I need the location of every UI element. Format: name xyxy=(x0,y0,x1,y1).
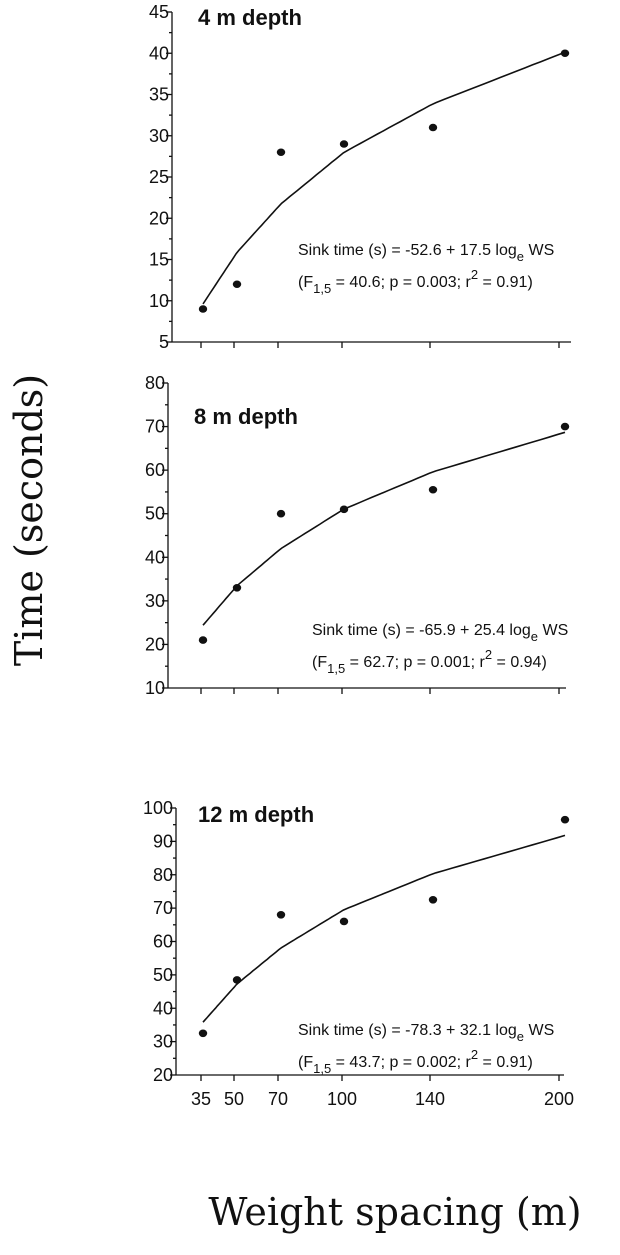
stats-tail: = 0.91) xyxy=(478,1054,533,1071)
data-point xyxy=(232,976,242,984)
data-point xyxy=(232,280,242,289)
panel-1: 5 10 15 20 25 30 35 40 45 4 m depth Sink time (s) … xyxy=(149,2,571,352)
y-tick-label: 60 xyxy=(145,460,165,480)
stats-subscript: 1,5 xyxy=(313,1061,331,1076)
y-tick-label: 30 xyxy=(145,591,165,611)
y-tick-label: 10 xyxy=(149,291,169,311)
y-tick-label: 35 xyxy=(149,85,169,105)
y-tick-label: 20 xyxy=(149,208,169,228)
panel-3: 20 30 40 50 60 70 80 90 100 12 m depth Sink time (… xyxy=(143,798,570,1085)
data-point xyxy=(232,583,242,592)
x-tick-label: 35 xyxy=(191,1089,211,1109)
data-point xyxy=(428,895,438,904)
y-tick-label: 100 xyxy=(143,798,173,818)
x-tick-label: 140 xyxy=(415,1089,445,1109)
data-point xyxy=(276,911,286,919)
stats-superscript: 2 xyxy=(471,1047,478,1062)
statistics-text: (F1,5 = 62.7; p = 0.001; r2 = 0.94) xyxy=(312,647,547,676)
data-point xyxy=(339,505,349,514)
y-tick-label: 40 xyxy=(153,998,173,1018)
equation-subscript: e xyxy=(517,1029,524,1044)
equation-main: Sink time (s) = -78.3 + 32.1 log xyxy=(298,1022,517,1039)
data-point xyxy=(198,305,208,313)
equation-main: Sink time (s) = -52.6 + 17.5 log xyxy=(298,242,517,259)
y-tick-label: 90 xyxy=(153,831,173,851)
y-tick-label: 20 xyxy=(153,1065,173,1085)
y-axis-title: Time (seconds) xyxy=(7,374,51,666)
data-point xyxy=(560,422,570,431)
y-tick-label: 70 xyxy=(145,417,165,437)
equation-subscript: e xyxy=(517,249,524,264)
equation-text: Sink time (s) = -78.3 + 32.1 loge WS xyxy=(298,1022,554,1044)
stats-superscript: 2 xyxy=(485,647,492,662)
stats-tail: = 0.94) xyxy=(492,654,547,671)
y-tick-label: 25 xyxy=(149,167,169,187)
data-point xyxy=(198,1029,208,1038)
stats-subscript: 1,5 xyxy=(313,281,331,296)
x-axis-title: Weight spacing (m) xyxy=(208,1190,581,1234)
data-point xyxy=(276,148,286,157)
equation-tail: WS xyxy=(524,1022,554,1039)
y-tick-label: 10 xyxy=(145,678,165,698)
equation-main: Sink time (s) = -65.9 + 25.4 log xyxy=(312,622,531,639)
y-tick-label: 30 xyxy=(153,1032,173,1052)
x-tick-label: 100 xyxy=(327,1089,357,1109)
panels: 5 10 15 20 25 30 35 40 45 4 m depth Sink time (s) … xyxy=(143,2,571,1085)
data-point xyxy=(428,123,438,132)
fit-curve xyxy=(202,51,566,305)
y-tick-label: 50 xyxy=(153,965,173,985)
panel-title: 4 m depth xyxy=(198,5,302,30)
y-tick-label: 20 xyxy=(145,634,165,654)
fit-curve xyxy=(202,834,566,1023)
stats-tail: = 0.91) xyxy=(478,274,533,291)
y-tick-label: 40 xyxy=(149,43,169,63)
stats-prefix: (F xyxy=(298,1054,313,1071)
equation-subscript: e xyxy=(531,629,538,644)
panel-2: 10 20 30 40 50 60 70 80 8 m depth Sink time (s) =… xyxy=(145,373,570,698)
stats-subscript: 1,5 xyxy=(327,661,345,676)
data-point xyxy=(339,917,349,926)
y-tick-label: 40 xyxy=(145,547,165,567)
data-point xyxy=(198,636,208,644)
panel-title: 8 m depth xyxy=(194,404,298,429)
stats-prefix: (F xyxy=(298,274,313,291)
y-tick-label: 80 xyxy=(153,865,173,885)
equation-tail: WS xyxy=(538,622,568,639)
data-point xyxy=(276,509,286,518)
equation-text: Sink time (s) = -52.6 + 17.5 loge WS xyxy=(298,242,554,264)
x-axis-bottom: 35 50 70 100 140 200 xyxy=(191,1089,574,1109)
data-point xyxy=(560,815,570,824)
stats-prefix: (F xyxy=(312,654,327,671)
y-tick-label: 60 xyxy=(153,932,173,952)
stats-middle: = 62.7; p = 0.001; r xyxy=(345,654,485,671)
x-tick-label: 200 xyxy=(544,1089,574,1109)
y-tick-label: 15 xyxy=(149,250,169,270)
stats-middle: = 40.6; p = 0.003; r xyxy=(331,274,471,291)
statistics-text: (F1,5 = 43.7; p = 0.002; r2 = 0.91) xyxy=(298,1047,533,1076)
data-point xyxy=(560,49,570,58)
y-tick-label: 30 xyxy=(149,126,169,146)
y-tick-label: 45 xyxy=(149,2,169,22)
stats-middle: = 43.7; p = 0.002; r xyxy=(331,1054,471,1071)
data-point xyxy=(339,140,349,148)
equation-text: Sink time (s) = -65.9 + 25.4 loge WS xyxy=(312,622,568,644)
y-tick-label: 5 xyxy=(159,332,169,352)
x-tick-label: 50 xyxy=(224,1089,244,1109)
y-tick-label: 70 xyxy=(153,898,173,918)
fit-curve xyxy=(202,431,566,626)
data-point xyxy=(428,485,438,494)
panel-title: 12 m depth xyxy=(198,802,314,827)
y-tick-label: 50 xyxy=(145,504,165,524)
stats-superscript: 2 xyxy=(471,267,478,282)
equation-tail: WS xyxy=(524,242,554,259)
statistics-text: (F1,5 = 40.6; p = 0.003; r2 = 0.91) xyxy=(298,267,533,296)
x-tick-label: 70 xyxy=(268,1089,288,1109)
y-tick-label: 80 xyxy=(145,373,165,393)
